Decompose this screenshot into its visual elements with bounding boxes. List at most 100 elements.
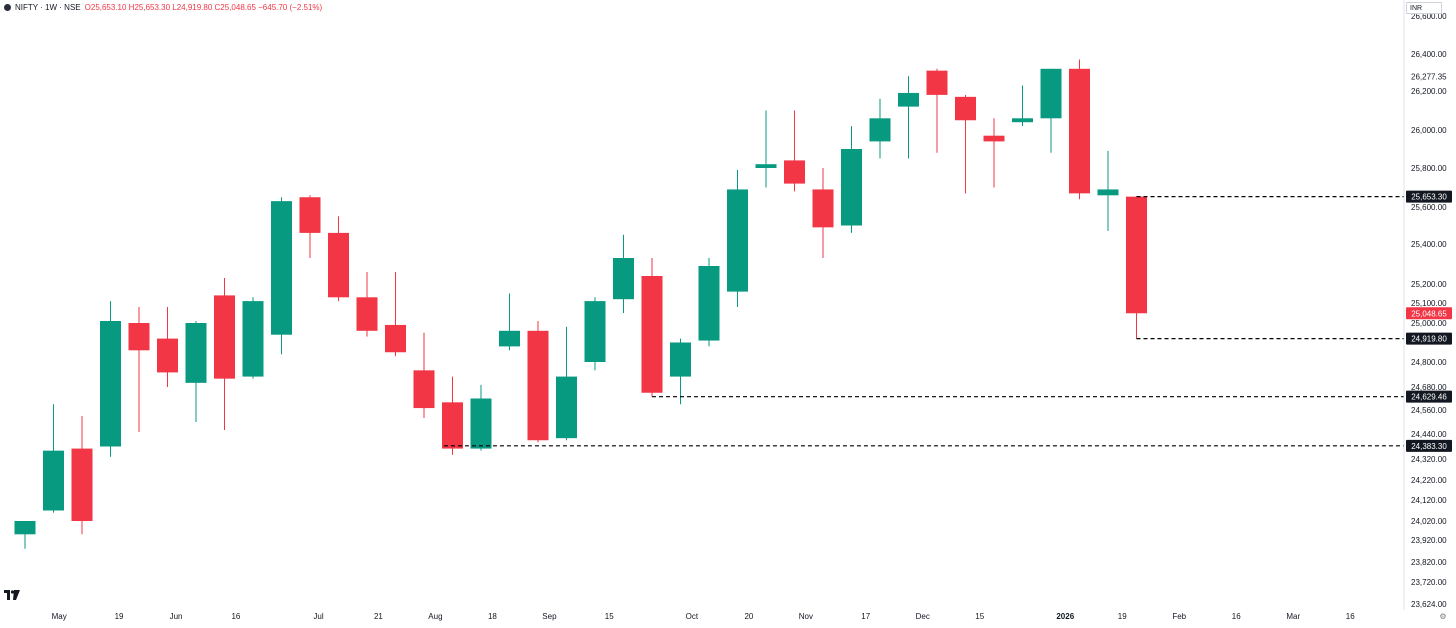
price-tick-label: 23,624.00	[1411, 600, 1447, 609]
price-label-bg	[1406, 439, 1452, 452]
price-label-text: 25,048.65	[1411, 309, 1447, 318]
candle-body	[14, 521, 36, 535]
price-tick-label: 24,320.00	[1411, 455, 1447, 464]
candle-body	[898, 92, 919, 107]
tradingview-logo-icon[interactable]	[4, 590, 20, 600]
candle	[1012, 85, 1033, 127]
candle	[869, 98, 891, 159]
price-label-badge: 24,383.30	[1406, 439, 1452, 452]
candle	[841, 126, 862, 233]
candle-body	[1069, 68, 1090, 194]
price-tick-label: 26,277.35	[1411, 73, 1447, 82]
candle-body	[556, 376, 577, 439]
price-label-badge: 25,653.30	[1406, 190, 1452, 203]
candle	[299, 195, 321, 258]
time-axis[interactable]: May 19 Jun 16 Jul 21 Aug 18 Sep 15 Oct 20 Nov 17 Dec 15…	[52, 612, 1447, 621]
price-tick-label: 24,440.00	[1411, 430, 1447, 439]
candle	[613, 234, 634, 313]
candle-body	[584, 301, 606, 362]
candle-body	[755, 164, 777, 168]
candle-body	[442, 402, 463, 449]
candle-body	[527, 330, 549, 441]
time-tick-label: Dec	[916, 612, 930, 621]
price-tick-label: 24,020.00	[1411, 517, 1447, 526]
price-label-badge: 24,629.46	[1406, 390, 1452, 403]
price-tick-label: 26,200.00	[1411, 87, 1447, 96]
price-label-bg	[1406, 307, 1452, 320]
candle	[185, 321, 207, 422]
price-tick-label: 23,920.00	[1411, 536, 1447, 545]
candle-body	[43, 450, 64, 511]
price-label-text: 25,653.30	[1411, 193, 1447, 202]
price-tick-label: 24,560.00	[1411, 406, 1447, 415]
candle-body	[1040, 68, 1062, 119]
candle	[784, 110, 805, 192]
candle-body	[299, 197, 321, 233]
price-tick-label: 26,600.00	[1411, 12, 1447, 21]
candle	[641, 258, 663, 397]
candle-body	[698, 266, 720, 341]
candle	[556, 326, 577, 441]
price-tick-label: 26,000.00	[1411, 126, 1447, 135]
candle	[1097, 150, 1119, 232]
time-tick-label: 21	[374, 612, 383, 621]
symbol-legend[interactable]: NIFTY · 1W · NSE O25,653.10 H25,653.30 L…	[4, 3, 322, 12]
candle	[1069, 59, 1090, 200]
candle	[926, 68, 948, 153]
candle-body	[499, 330, 520, 347]
candle	[983, 118, 1005, 188]
candle	[1126, 196, 1147, 339]
candle	[356, 272, 378, 337]
time-tick-label: 19	[1118, 612, 1127, 621]
time-tick-label: 15	[605, 612, 614, 621]
price-tick-label: 25,200.00	[1411, 280, 1447, 289]
time-tick-label: 16	[231, 612, 240, 621]
candle	[385, 272, 406, 357]
candle-body	[100, 321, 121, 447]
candle-body	[128, 323, 150, 351]
price-tick-label: 24,680.00	[1411, 383, 1447, 392]
settings-gear-icon[interactable]: ⚙	[1439, 612, 1446, 621]
price-tick-label: 25,400.00	[1411, 240, 1447, 249]
price-tick-label: 23,720.00	[1411, 578, 1447, 587]
candle-body	[869, 118, 891, 142]
candle-body	[71, 448, 93, 521]
candle	[727, 169, 748, 307]
candle-body	[812, 189, 834, 228]
price-tick-label: 25,000.00	[1411, 319, 1447, 328]
price-label-text: 24,919.80	[1411, 335, 1447, 344]
candle	[499, 293, 520, 351]
price-labels-layer: 25,653.30 24,919.80 24,629.46 24,383.30 25,0…	[1406, 190, 1452, 452]
candle-body	[214, 295, 235, 379]
time-tick-label: Feb	[1172, 612, 1186, 621]
price-label-bg	[1406, 190, 1452, 203]
candle-body	[356, 297, 378, 331]
price-tick-label: 24,800.00	[1411, 358, 1447, 367]
symbol-logo-icon	[4, 4, 11, 11]
time-tick-label: May	[52, 612, 67, 621]
candle	[157, 307, 178, 387]
price-tick-label: 23,820.00	[1411, 558, 1447, 567]
candle-body	[271, 201, 292, 335]
time-tick-label: Aug	[428, 612, 442, 621]
time-tick-label: Oct	[686, 612, 699, 621]
candle	[670, 338, 691, 405]
price-axis[interactable]: 23,624.00 23,720.00 23,820.00 23,920.00 24,0…	[1403, 0, 1447, 610]
candle-body	[955, 96, 976, 121]
candle-body	[157, 338, 178, 373]
price-label-bg	[1406, 390, 1452, 403]
currency-selector[interactable]: INR	[1406, 2, 1442, 14]
candle-body	[784, 160, 805, 184]
candle-body	[242, 301, 264, 377]
candle	[214, 278, 235, 430]
candle-body	[1097, 189, 1119, 196]
price-label-text: 24,629.46	[1411, 393, 1447, 402]
candle	[698, 258, 720, 347]
symbol-title[interactable]: NIFTY · 1W · NSE	[15, 3, 81, 12]
price-label-badge: 25,048.65	[1406, 307, 1452, 320]
price-lines-layer	[443, 196, 1404, 447]
candle-body	[413, 370, 435, 409]
price-tick-label: 24,120.00	[1411, 496, 1447, 505]
